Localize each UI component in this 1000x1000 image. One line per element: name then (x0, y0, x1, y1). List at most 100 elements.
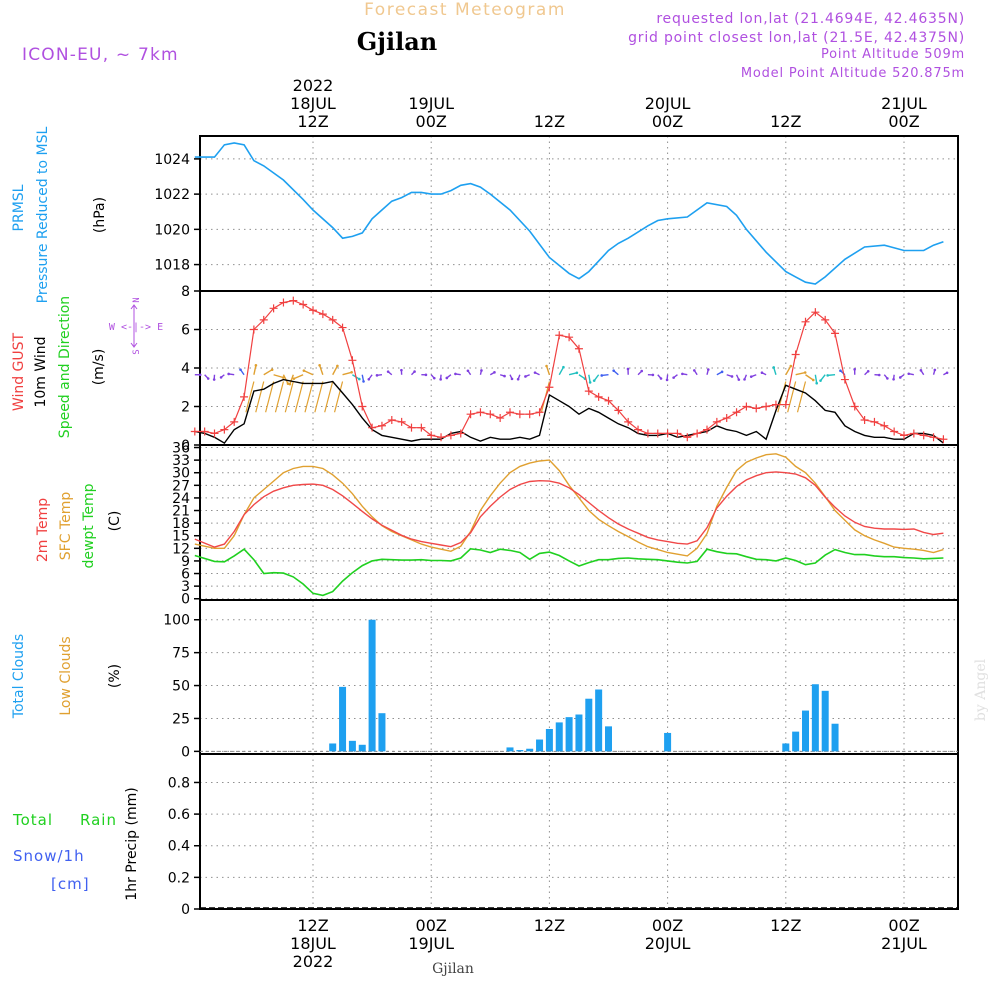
temp-2m-label: 2m Temp (35, 498, 51, 562)
requested-coords: requested lon,lat (21.4694E, 42.4635N) (656, 11, 965, 27)
cloud-tick-label: 75 (172, 646, 190, 662)
temp-tick-label: 21 (172, 504, 190, 520)
wind-gust-marker (486, 410, 495, 419)
wind-direction-arrow (293, 374, 304, 380)
wind-direction-arrow (533, 371, 537, 374)
pressure-tick-label: 1022 (154, 187, 190, 203)
wind-tick-label: 8 (181, 284, 190, 300)
precip-tick-label: 0.2 (168, 870, 190, 886)
top-time-label: 19JUL (408, 94, 454, 113)
top-time-label: 00Z (888, 112, 919, 131)
wind-tick-label: 2 (181, 400, 190, 416)
top-time-label: 20JUL (645, 94, 691, 113)
temp-2m-line (194, 471, 944, 548)
wind-gust-marker (604, 396, 613, 405)
wind-direction-arrow (424, 373, 428, 377)
cloud-bar (664, 732, 672, 752)
model-label: ICON-EU, ~ 7km (22, 45, 179, 65)
wind-direction-arrow (760, 371, 764, 375)
wind-direction-arrow (386, 370, 390, 373)
sfc-temp-label: SFC Temp (58, 492, 74, 561)
wind-gust-marker (634, 425, 643, 434)
temp-tick-label: 12 (172, 541, 190, 557)
wind-direction-arrow (318, 363, 321, 367)
wind-direction-arrow (640, 369, 644, 373)
temp-tick-label: 6 (181, 567, 190, 583)
wind-gust-marker (456, 429, 465, 438)
low-clouds-label: Low Clouds (58, 636, 74, 715)
wind-direction-arrow (592, 379, 596, 382)
pressure-panel: 1018 1020 1022 1024 (154, 135, 959, 292)
pressure-line (194, 142, 944, 285)
wind-10m-label: 10m Wind (33, 336, 49, 407)
prmsl-label: PRMSL (11, 184, 27, 231)
pressure-unit: (hPa) (92, 197, 108, 233)
wind-gust-marker (821, 315, 830, 324)
wind-direction-arrow (945, 371, 949, 375)
wind-direction-arrow (375, 374, 379, 377)
wind-direction-arrow (198, 373, 202, 377)
location-title: Gjilan (357, 27, 437, 56)
bottom-time-label: 2022 (293, 952, 334, 971)
wind-direction-arrow (720, 370, 724, 374)
wind-direction-arrow (219, 376, 223, 379)
cloud-bar (339, 686, 347, 752)
wind-gust-marker (791, 350, 800, 359)
clouds-panel: 0 25 50 75 100 (163, 599, 959, 760)
wind-gust-marker (860, 415, 869, 424)
cloud-bar (329, 743, 337, 752)
wind-direction-arrow (303, 370, 314, 376)
wind-barb (284, 381, 294, 413)
pressure-labels: PRMSL Pressure Reduced to MSL (hPa) (11, 126, 108, 303)
wind-gust-marker (831, 329, 840, 338)
cloud-tick-label: 100 (163, 613, 190, 629)
wind-gust-marker (890, 427, 899, 436)
cloud-bar (516, 750, 524, 752)
temp-tick-label: 15 (172, 529, 190, 545)
wind-direction-arrow (288, 382, 292, 386)
temp-tick-label: 3 (181, 579, 190, 595)
temp-tick-label: 33 (172, 453, 190, 469)
wind-direction-arrow (273, 374, 284, 379)
wind-gust-marker (427, 431, 436, 440)
wind-direction-arrow (367, 377, 371, 381)
bottom-time-label: 12Z (534, 916, 565, 935)
pressure-tick-label: 1024 (154, 152, 190, 168)
wind-direction-arrow (811, 378, 815, 382)
cloud-bar (348, 740, 356, 752)
credit-label: by Angel (973, 658, 989, 721)
cloud-bar (565, 717, 573, 752)
wind-gust-marker (939, 435, 948, 444)
pressure-tick-label: 1020 (154, 222, 190, 238)
top-time-label: 12Z (770, 112, 801, 131)
wind-gust-marker (565, 333, 574, 342)
grid-point-coords: grid point closest lon,lat (21.5E, 42.43… (628, 30, 965, 46)
wind-gust-marker (693, 429, 702, 438)
wind-gust-marker (850, 402, 859, 411)
wind-barb (274, 381, 285, 413)
clouds-unit: (%) (107, 664, 123, 688)
wind-direction-arrow (432, 376, 436, 380)
wind-gust-marker (653, 429, 662, 438)
wind-direction-arrow (898, 376, 902, 379)
wind-gust-marker (240, 392, 249, 401)
sfc-temp-line (194, 453, 944, 557)
wind-direction-arrow (568, 372, 578, 376)
wind-direction-arrow (707, 368, 710, 371)
top-time-label: 00Z (652, 112, 683, 131)
wind-direction-arrow (413, 370, 416, 373)
wind-barb (324, 381, 334, 413)
wind-direction-arrow (612, 369, 615, 372)
wind-barb (796, 381, 807, 413)
wind-direction-arrow (892, 378, 895, 381)
wind-direction-arrow (318, 365, 324, 375)
wind-direction-arrow (516, 377, 520, 381)
wind-direction-arrow (785, 365, 792, 376)
cloud-bar (831, 723, 839, 752)
precip-tick-label: 0.6 (168, 807, 190, 823)
wind-direction-arrow (795, 371, 806, 376)
bottom-time-label: 18JUL (290, 934, 336, 953)
wind-gust-marker (663, 429, 672, 438)
wind-gust-marker (220, 425, 229, 434)
